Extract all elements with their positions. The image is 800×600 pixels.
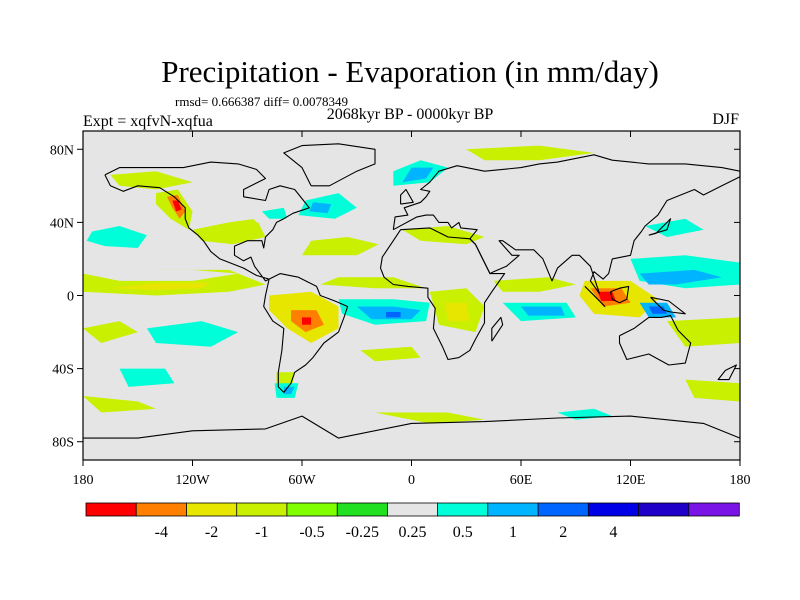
coastline-12	[491, 316, 504, 342]
field-patch-17	[110, 171, 193, 190]
field-patch-46	[521, 306, 565, 316]
coastline-8	[650, 296, 686, 315]
colorbar-swatch	[236, 502, 288, 517]
coastline-1	[283, 143, 376, 187]
colorbar-label: -0.5	[299, 524, 324, 541]
colorbar-swatch	[487, 502, 539, 517]
field-patch-58	[667, 317, 740, 347]
field-patch-65	[375, 412, 485, 424]
field-patch-10	[83, 321, 138, 343]
coastline-6	[584, 286, 606, 308]
lat-tick-label: 80S	[52, 436, 74, 451]
colorbar-label: 4	[609, 524, 617, 541]
colorbar-label: 1	[509, 524, 517, 541]
field-patch-16	[261, 207, 288, 219]
field-patch-25	[402, 167, 434, 183]
field-patch-13	[83, 396, 156, 413]
field-patch-28	[386, 312, 401, 318]
period-label: 2068kyr BP - 0000kyr BP	[327, 106, 494, 123]
colorbar-swatch	[386, 502, 439, 517]
lat-tick-label: 40S	[52, 363, 74, 378]
field-patch-61	[466, 145, 594, 161]
colorbar-swatch	[286, 502, 338, 517]
coastlines	[83, 143, 741, 439]
field-patch-31	[360, 346, 421, 362]
colorbar-label: 0.5	[453, 524, 473, 541]
colorbar: -4 -2 -1 -0.5 -0.25 0.25 0.5 1 2 4	[85, 502, 740, 541]
colorbar-label: -1	[255, 524, 268, 541]
field-patch-62	[356, 142, 467, 153]
lon-ticks: 180 120W 60W 0 60E 120E 180	[73, 131, 751, 488]
field-patch-12	[119, 368, 175, 387]
lon-tick-label: 180	[730, 473, 751, 488]
figure-title: Precipitation - Evaporation (in mm/day)	[161, 54, 659, 89]
lat-ticks: 80N 40N 0 40S 80S	[50, 143, 740, 451]
lat-tick-label: 40N	[50, 216, 74, 231]
field-patch-23	[323, 174, 379, 190]
field-patch-35	[287, 346, 317, 369]
colorbar-swatch	[135, 502, 188, 517]
field-patch-4	[172, 200, 182, 212]
coastline-11	[717, 364, 737, 381]
lon-tick-label: 0	[408, 473, 415, 488]
lon-tick-label: 60E	[510, 473, 533, 488]
coastline-0	[104, 161, 310, 282]
coastline-3	[379, 227, 506, 361]
field-patch-6	[83, 269, 239, 281]
colorbar-swatch	[437, 502, 489, 517]
lat-tick-label: 0	[67, 290, 74, 305]
lon-tick-label: 120W	[175, 473, 210, 488]
field-patch-64	[247, 419, 412, 431]
field-patch-53	[648, 306, 667, 314]
lon-tick-label: 120E	[616, 473, 646, 488]
field-patch-1	[86, 226, 147, 248]
field-patch-48	[484, 346, 613, 365]
field-patch-21	[309, 202, 332, 214]
colorbar-swatch	[537, 502, 589, 517]
colorbar-label: -4	[155, 524, 168, 541]
field-patch-18	[192, 160, 284, 175]
field-patches	[83, 142, 740, 431]
field-patch-47	[493, 277, 576, 292]
coastline-4	[392, 154, 741, 295]
coastline-7	[609, 285, 630, 304]
colorbar-swatch	[85, 502, 137, 517]
coastline-2	[263, 273, 349, 393]
colorbar-swatch	[688, 502, 740, 517]
lon-tick-label: 180	[73, 473, 94, 488]
colorbar-swatch	[186, 502, 238, 517]
colorbar-label: 0.25	[399, 524, 427, 541]
map-plot: 80N 40N 0 40S 80S 180 120W 60W 0 60E 120E 180	[50, 130, 751, 488]
colorbar-label: 2	[559, 524, 567, 541]
field-patch-60	[685, 379, 740, 402]
field-patch-42	[444, 302, 470, 322]
lon-tick-label: 60W	[288, 473, 316, 488]
field-patch-7	[110, 282, 211, 290]
lat-tick-label: 80N	[50, 143, 74, 158]
coastline-10	[648, 218, 672, 236]
field-patch-59	[685, 350, 740, 376]
stats-label: rmsd= 0.666387 diff= 0.0078349	[175, 94, 348, 109]
field-patch-22	[302, 237, 379, 256]
colorbar-label: -0.25	[346, 524, 379, 541]
season-label: DJF	[712, 111, 739, 128]
coastline-5	[618, 315, 692, 366]
field-patch-34	[302, 317, 312, 325]
coastline-13	[83, 415, 741, 439]
field-patch-55	[639, 269, 722, 285]
field-patch-40	[448, 207, 521, 223]
field-patch-14	[192, 218, 266, 245]
colorbar-label: -2	[205, 524, 218, 541]
experiment-label: Expt = xqfvN-xqfua	[83, 113, 213, 130]
colorbar-swatch	[336, 502, 389, 517]
colorbar-swatch	[587, 502, 640, 517]
field-patch-43	[448, 335, 476, 354]
field-patch-9	[146, 321, 239, 347]
coastline-9	[400, 188, 414, 205]
colorbar-swatch	[638, 502, 690, 517]
